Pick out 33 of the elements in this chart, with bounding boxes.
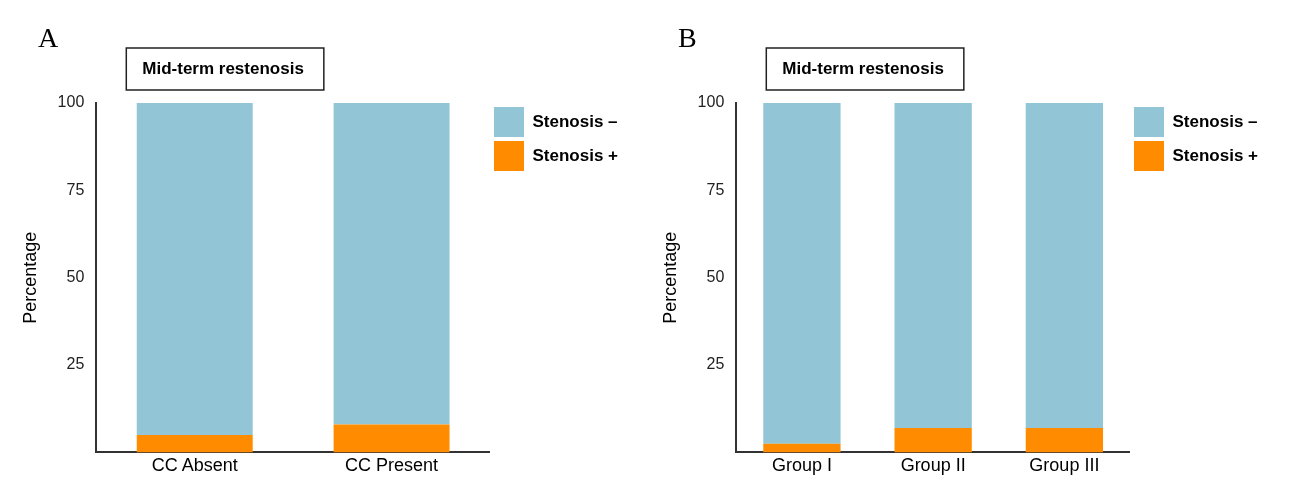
bar (894, 103, 972, 428)
y-tick-label: 50 (706, 268, 725, 286)
y-axis-title: Percentage (19, 231, 40, 324)
legend-label: Stenosis + (532, 145, 619, 165)
x-tick-label: CC Present (345, 455, 439, 476)
legend-label: Stenosis – (1172, 111, 1258, 131)
bar (136, 434, 253, 453)
bar (1025, 103, 1104, 428)
bar (763, 103, 841, 444)
bar (763, 443, 841, 453)
chart-title: Mid-term restenosis (142, 58, 304, 78)
bar (136, 103, 253, 435)
y-axis-title: Percentage (659, 231, 680, 324)
legend-label: Stenosis – (532, 111, 618, 131)
text: B (678, 22, 697, 54)
text: A (38, 22, 59, 54)
y-tick-label: 100 (57, 93, 85, 111)
x-tick-label: Group III (1029, 455, 1100, 476)
bar (1025, 427, 1104, 453)
x-tick-label: Group I (771, 455, 832, 476)
x-tick-label: CC Absent (151, 455, 238, 476)
y-tick-label: 25 (706, 355, 725, 373)
y-tick-label: 100 (697, 93, 725, 111)
x-tick-label: Group II (900, 455, 966, 476)
y-tick-label: 75 (706, 180, 725, 198)
bar (894, 427, 972, 453)
legend-label: Stenosis + (1172, 145, 1259, 165)
y-tick-label: 50 (66, 268, 85, 286)
y-tick-label: 25 (66, 355, 85, 373)
bar (333, 103, 450, 425)
y-tick-label: 75 (66, 180, 85, 198)
chart-title: Mid-term restenosis (782, 58, 944, 78)
bar (333, 424, 450, 453)
